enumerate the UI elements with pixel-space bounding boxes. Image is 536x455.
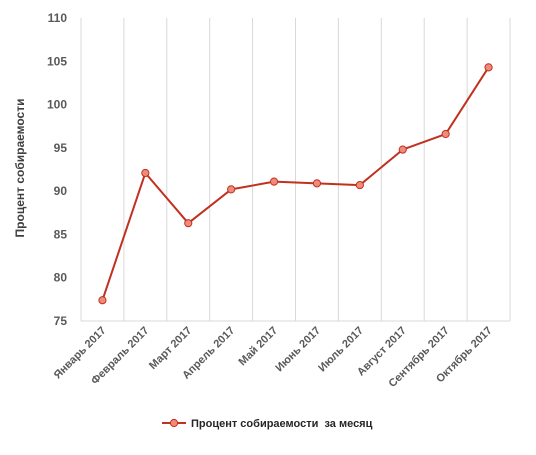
y-tick-label: 90 [54,184,68,198]
data-point [441,129,450,139]
x-tick-label: Июнь 2017 [273,325,323,375]
data-point [355,180,364,190]
y-tick-label: 80 [54,271,68,285]
data-point [484,63,493,72]
series-line [101,66,490,301]
y-tick-label: 110 [48,11,68,25]
grid-layer [80,18,511,322]
y-tick-label: 85 [54,227,68,241]
data-point [141,168,150,178]
data-point [184,219,193,228]
y-tick-label: 100 [47,98,67,112]
series-layer [98,63,493,305]
data-point [312,179,322,188]
data-point [227,185,236,194]
x-tick-label: Май 2017 [237,325,281,369]
legend-marker-icon [169,418,179,428]
data-point [98,296,107,305]
data-point [269,177,279,186]
y-tick-label: 105 [47,54,67,68]
y-axis: 75 80 85 90 95 100 105 110 [47,11,67,328]
legend: Процент собираемости за месяц [162,418,373,430]
y-tick-label: 95 [54,141,68,155]
y-tick-label: 75 [54,314,68,328]
legend-label: Процент собираемости за месяц [191,418,373,430]
y-axis-title: Процент собираемости [13,99,27,238]
data-point [398,145,407,154]
